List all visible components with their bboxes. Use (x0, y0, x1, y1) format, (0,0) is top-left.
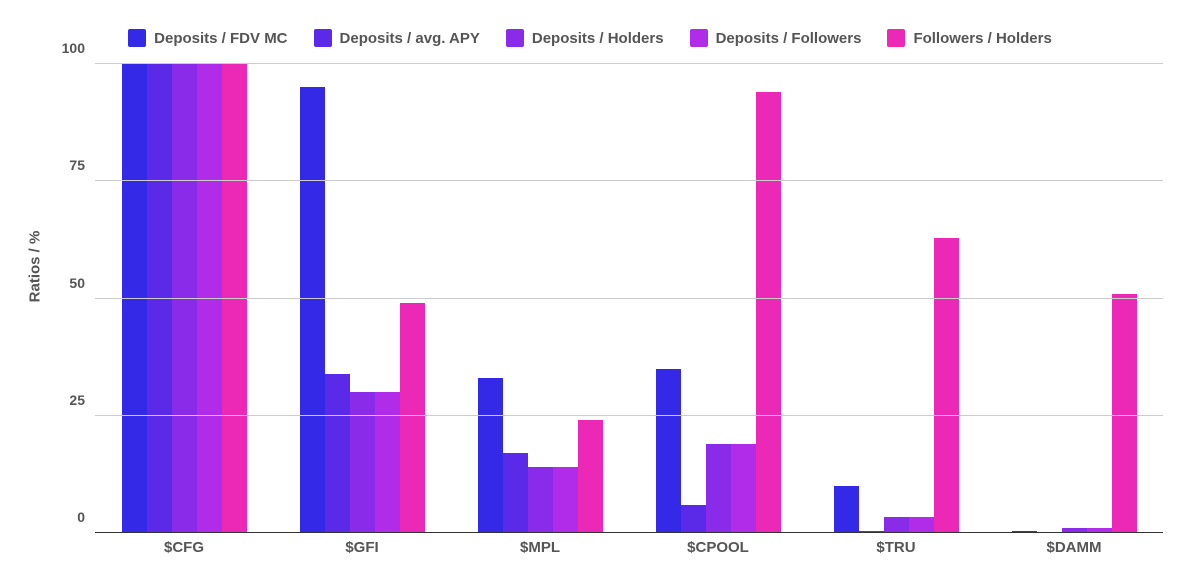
legend-label: Deposits / FDV MC (154, 30, 287, 47)
bar (909, 517, 934, 533)
legend-swatch (128, 29, 146, 47)
legend-label: Deposits / avg. APY (340, 30, 480, 47)
bar (172, 64, 197, 533)
legend-swatch (887, 29, 905, 47)
x-axis-labels: $CFG$GFI$MPL$CPOOL$TRU$DAMM (95, 539, 1163, 563)
bar (656, 369, 681, 533)
legend-item: Deposits / Holders (506, 26, 664, 50)
x-tick-label: $DAMM (985, 539, 1163, 563)
x-tick-label: $GFI (273, 539, 451, 563)
bar-group (95, 64, 273, 533)
bar (478, 378, 503, 533)
bar (147, 64, 172, 533)
grid-line (95, 298, 1163, 299)
y-tick-label: 75 (69, 157, 85, 173)
x-tick-label: $MPL (451, 539, 629, 563)
y-tick-label: 100 (62, 40, 85, 56)
bar (325, 374, 350, 533)
grid-line (95, 180, 1163, 181)
bar (731, 444, 756, 533)
bar (222, 64, 247, 533)
x-tick-label: $TRU (807, 539, 985, 563)
bar-groups (95, 64, 1163, 533)
bar (934, 238, 959, 533)
y-axis-title: Ratios / % (20, 0, 50, 533)
y-tick-label: 0 (77, 509, 85, 525)
x-tick-label: $CFG (95, 539, 273, 563)
bar (553, 467, 578, 533)
bar-group (807, 64, 985, 533)
legend-item: Deposits / FDV MC (128, 26, 287, 50)
legend: Deposits / FDV MC Deposits / avg. APY Depo… (0, 26, 1180, 50)
bar (350, 392, 375, 533)
bar (681, 505, 706, 533)
bar-group (985, 64, 1163, 533)
x-tick-label: $CPOOL (629, 539, 807, 563)
legend-label: Deposits / Holders (532, 30, 664, 47)
bar-group (273, 64, 451, 533)
grid-line (95, 63, 1163, 64)
y-axis-title-text: Ratios / % (27, 231, 44, 303)
bar (578, 420, 603, 533)
legend-swatch (314, 29, 332, 47)
y-tick-label: 25 (69, 392, 85, 408)
bar (1112, 294, 1137, 533)
legend-swatch (506, 29, 524, 47)
grid-line (95, 532, 1163, 533)
ratio-bar-chart: Deposits / FDV MC Deposits / avg. APY Depo… (0, 0, 1180, 581)
bar-group (629, 64, 807, 533)
bar-group (451, 64, 629, 533)
bar (503, 453, 528, 533)
plot-area: 0255075100 (95, 64, 1163, 533)
bar (300, 87, 325, 533)
bar (197, 64, 222, 533)
y-tick-label: 50 (69, 275, 85, 291)
bar (528, 467, 553, 533)
legend-item: Followers / Holders (887, 26, 1051, 50)
legend-label: Deposits / Followers (716, 30, 862, 47)
legend-swatch (690, 29, 708, 47)
bar (706, 444, 731, 533)
legend-item: Deposits / Followers (690, 26, 862, 50)
bar (400, 303, 425, 533)
bar (756, 92, 781, 533)
bar (375, 392, 400, 533)
legend-label: Followers / Holders (913, 30, 1051, 47)
bar (834, 486, 859, 533)
bar (884, 517, 909, 533)
grid-line (95, 415, 1163, 416)
bar (122, 64, 147, 533)
legend-item: Deposits / avg. APY (314, 26, 480, 50)
